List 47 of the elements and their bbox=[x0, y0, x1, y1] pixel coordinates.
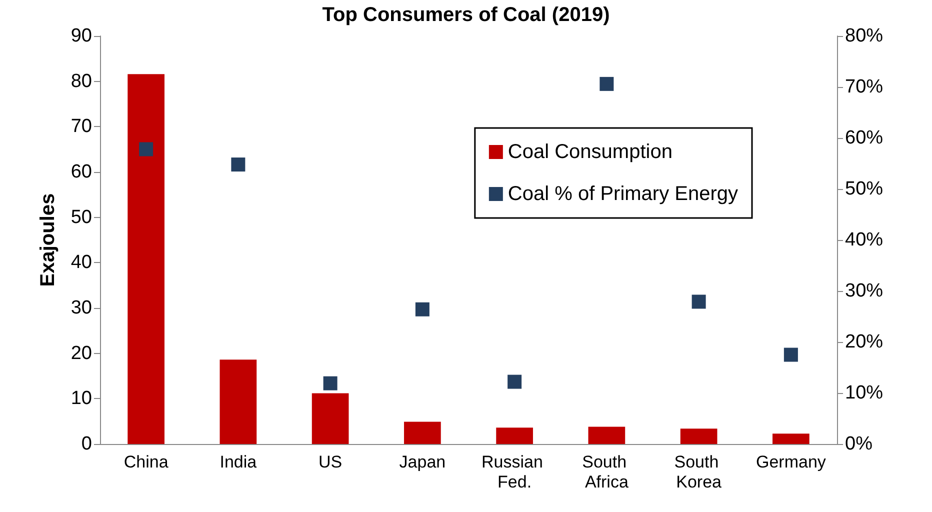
x-tick-label: Germany bbox=[756, 452, 826, 472]
legend-label: Coal Consumption bbox=[508, 141, 672, 163]
y-tick-label: 70 bbox=[70, 116, 92, 138]
x-tick-label: China bbox=[124, 452, 169, 472]
y-tick-label: 20 bbox=[70, 342, 92, 364]
x-tick-label: Russian Fed. bbox=[481, 452, 548, 492]
point bbox=[231, 158, 246, 172]
y2-tick-label: 0% bbox=[845, 434, 873, 454]
y-tick-label: 90 bbox=[70, 26, 92, 46]
y-tick-label: 10 bbox=[70, 388, 92, 410]
point bbox=[323, 376, 338, 390]
point bbox=[139, 142, 154, 156]
y-tick-label: 0 bbox=[81, 434, 92, 454]
point bbox=[600, 76, 614, 91]
y2-tick-label: 40% bbox=[845, 230, 884, 250]
point bbox=[692, 294, 706, 309]
bar bbox=[588, 426, 626, 444]
y2-tick-label: 20% bbox=[845, 332, 884, 352]
bar bbox=[220, 360, 257, 444]
y-tick-label: 30 bbox=[70, 298, 92, 318]
y-axis-title: Exajoules bbox=[37, 193, 59, 287]
point bbox=[415, 302, 430, 316]
y-tick-label: 50 bbox=[70, 206, 92, 228]
bar bbox=[312, 393, 349, 444]
bar bbox=[496, 428, 533, 444]
point bbox=[784, 348, 798, 362]
bar bbox=[772, 434, 810, 444]
legend-label: Coal % of Primary Energy bbox=[508, 183, 738, 205]
y-tick-label: 40 bbox=[70, 252, 92, 274]
y2-tick-label: 80% bbox=[845, 26, 884, 46]
x-tick-label: South Africa bbox=[582, 452, 632, 492]
x-tick-label: US bbox=[318, 452, 342, 472]
chart-title: Top Consumers of Coal (2019) bbox=[322, 4, 610, 26]
x-tick-label: Japan bbox=[399, 452, 446, 472]
y-tick-label: 80 bbox=[70, 70, 92, 92]
y2-tick-label: 60% bbox=[845, 128, 884, 148]
y2-tick-label: 70% bbox=[845, 76, 884, 98]
bar bbox=[680, 428, 718, 444]
x-tick-label: South Korea bbox=[674, 452, 724, 492]
x-tick-label: India bbox=[220, 452, 258, 472]
y-tick-label: 60 bbox=[70, 162, 92, 182]
bar bbox=[128, 74, 164, 444]
y2-tick-label: 30% bbox=[845, 280, 884, 302]
point bbox=[508, 374, 522, 389]
bar bbox=[404, 422, 441, 444]
y2-tick-label: 10% bbox=[845, 382, 884, 404]
y2-tick-label: 50% bbox=[845, 178, 884, 200]
